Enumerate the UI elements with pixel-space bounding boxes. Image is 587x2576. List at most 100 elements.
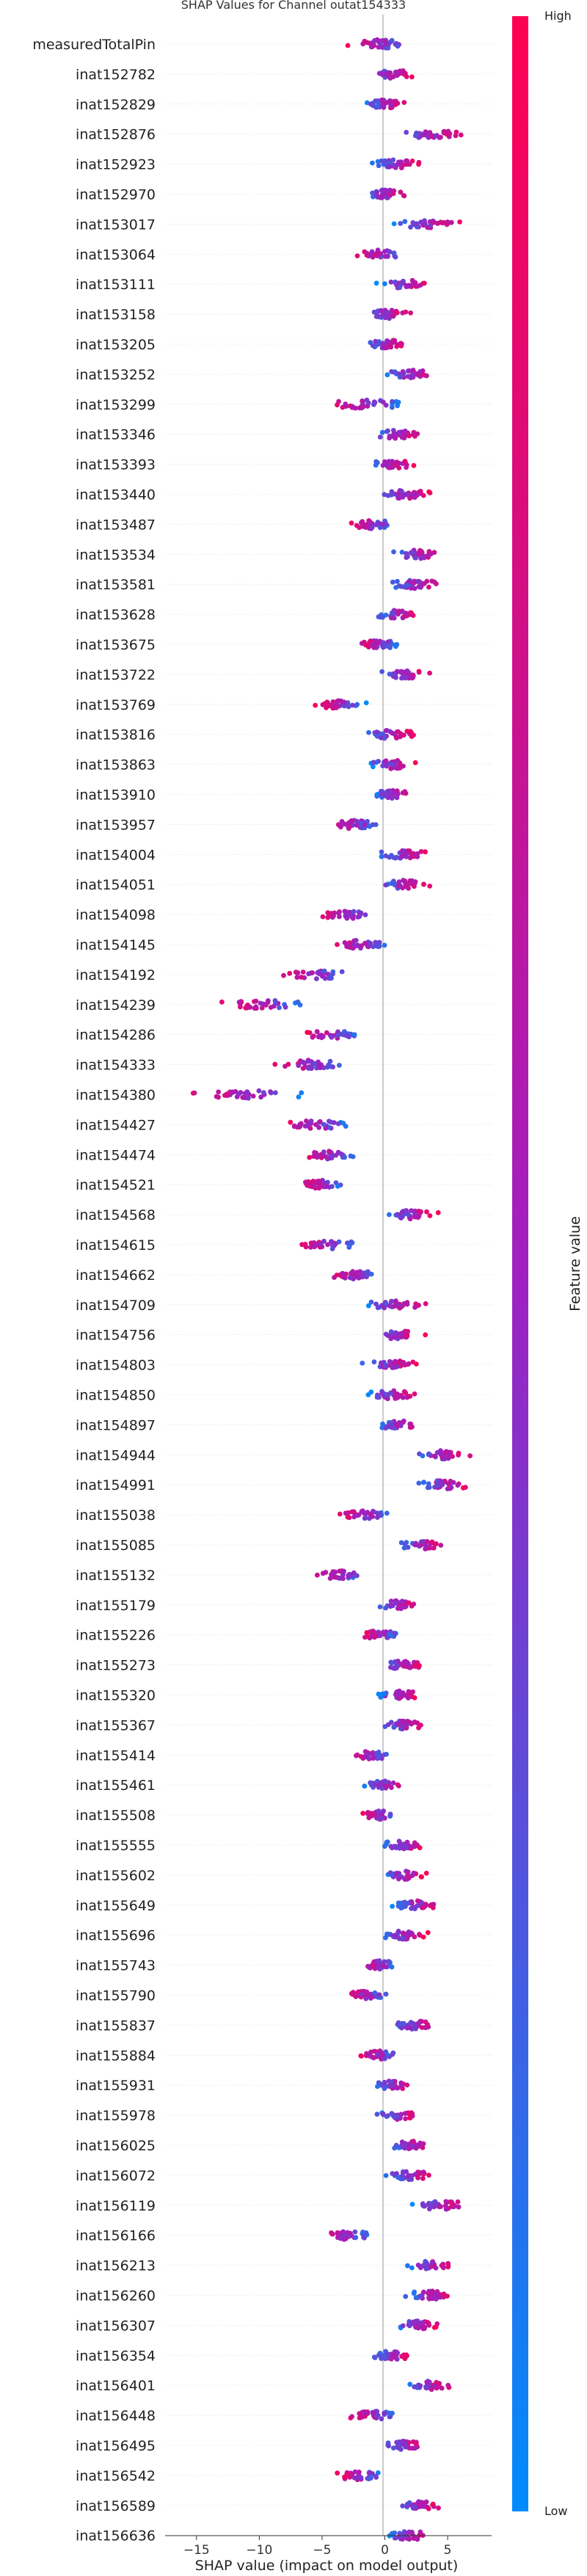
shap-point: [365, 400, 371, 406]
shap-point: [373, 459, 379, 465]
shap-point: [418, 369, 423, 374]
feature-label: inat153205: [76, 337, 156, 353]
shap-point: [310, 1035, 316, 1040]
feature-label: inat152829: [76, 97, 156, 113]
feature-label: inat153957: [76, 817, 156, 833]
shap-point: [404, 729, 410, 734]
chart-title: SHAP Values for Channel outat154333: [181, 0, 406, 12]
shap-point: [349, 914, 354, 920]
shap-point: [405, 2530, 411, 2536]
shap-point: [402, 219, 408, 225]
shap-point: [403, 2293, 409, 2299]
shap-point: [337, 1063, 342, 1068]
shap-point: [392, 1631, 397, 1636]
shap-point: [413, 1664, 418, 1670]
shap-point: [412, 2384, 418, 2390]
shap-point: [216, 1089, 222, 1095]
shap-point: [445, 1455, 451, 1461]
shap-point: [387, 1303, 392, 1309]
shap-point: [391, 339, 397, 344]
shap-point: [388, 1659, 394, 1665]
shap-point: [354, 822, 360, 828]
shap-point: [351, 1570, 357, 1576]
shap-point: [420, 2263, 425, 2269]
feature-label: inat155320: [76, 1688, 156, 1704]
shap-point: [379, 97, 384, 103]
shap-point: [423, 1301, 429, 1306]
shap-point: [389, 2530, 395, 2536]
shap-point: [406, 674, 412, 679]
shap-point: [390, 1904, 395, 1909]
shap-point: [367, 1965, 372, 1971]
shap-point: [401, 614, 406, 619]
shap-point: [409, 1689, 415, 1695]
shap-point: [431, 1546, 437, 1551]
shap-point: [393, 1845, 399, 1851]
shap-point: [400, 2503, 406, 2508]
shap-point: [397, 1305, 403, 1311]
shap-point: [362, 822, 367, 827]
shap-point: [390, 162, 396, 168]
shap-point: [390, 2083, 395, 2089]
shap-point: [418, 848, 424, 854]
shap-point: [384, 372, 390, 378]
shap-point: [384, 254, 390, 259]
shap-point: [435, 221, 441, 226]
shap-point: [400, 68, 406, 73]
shap-point: [337, 1511, 343, 1517]
shap-point: [406, 1662, 412, 1667]
feature-label: inat152876: [76, 127, 156, 143]
shap-point: [421, 1480, 427, 1485]
shap-point: [323, 1125, 329, 1131]
shap-point: [358, 1992, 364, 1997]
feature-label: inat156495: [76, 2438, 156, 2454]
shap-point: [307, 1154, 313, 1160]
shap-point: [320, 702, 326, 707]
shap-point: [403, 1390, 409, 1396]
shap-point: [389, 2111, 395, 2117]
shap-point: [401, 1899, 407, 1905]
shap-point: [435, 1209, 441, 1215]
shap-point: [445, 2382, 451, 2388]
shap-point: [418, 2293, 423, 2299]
shap-point: [381, 640, 387, 645]
shap-point: [390, 1780, 396, 1786]
feature-label: inat153299: [76, 397, 156, 413]
shap-point: [417, 547, 423, 553]
shap-point: [366, 1303, 371, 1309]
shap-point: [409, 159, 415, 164]
shap-point: [400, 2323, 406, 2329]
feature-label: inat153440: [76, 487, 156, 503]
shap-point: [288, 1119, 294, 1125]
shap-point: [401, 878, 406, 883]
feature-label: inat154662: [76, 1267, 156, 1284]
shap-point: [327, 1149, 332, 1154]
shap-point: [416, 1303, 421, 1308]
feature-label: inat155555: [76, 1838, 156, 1854]
shap-point: [411, 462, 417, 468]
shap-point: [331, 1120, 337, 1125]
shap-point: [368, 2049, 373, 2055]
colorbar: [512, 16, 528, 2511]
colorbar-high-label: High: [544, 9, 572, 23]
feature-label: inat155931: [76, 2078, 156, 2094]
shap-point: [390, 579, 395, 585]
shap-point: [379, 669, 384, 674]
shap-point: [329, 914, 335, 920]
shap-point: [314, 976, 319, 981]
shap-point: [368, 941, 373, 946]
shap-point: [321, 968, 327, 974]
shap-point: [307, 1126, 313, 1131]
shap-point: [467, 1453, 473, 1458]
shap-point: [395, 403, 400, 409]
shap-point: [373, 2475, 379, 2480]
shap-point: [405, 1328, 411, 1334]
shap-point: [316, 1124, 322, 1130]
shap-point: [402, 675, 408, 681]
shap-point: [423, 1332, 429, 1338]
shap-point: [406, 2173, 412, 2179]
shap-point: [318, 1241, 324, 1247]
shap-point: [424, 2266, 430, 2271]
shap-point: [379, 2081, 384, 2087]
shap-point: [384, 1779, 389, 1785]
